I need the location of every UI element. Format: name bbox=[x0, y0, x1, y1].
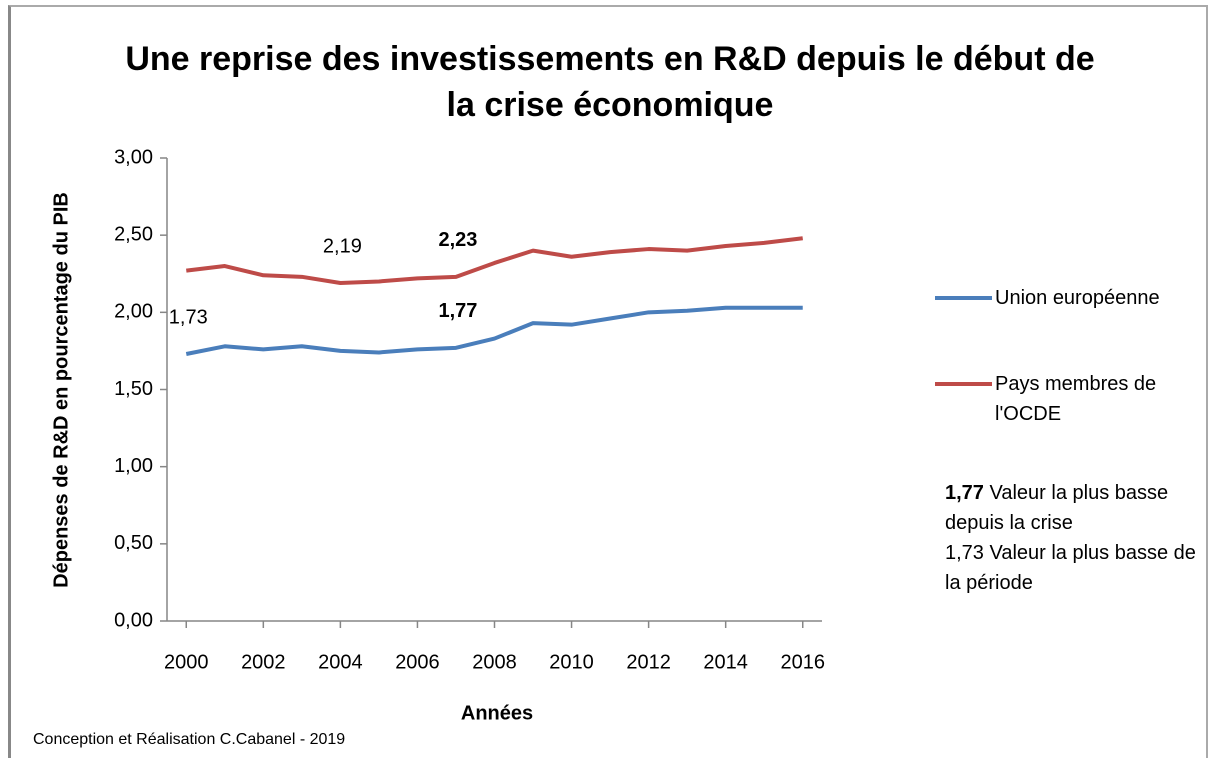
x-axis-label: Années bbox=[461, 702, 533, 724]
x-tick-label: 2006 bbox=[395, 651, 440, 673]
x-tick-label: 2002 bbox=[241, 651, 286, 673]
x-tick-label: 2014 bbox=[703, 651, 748, 673]
frame bbox=[8, 5, 1208, 758]
x-tick-label: 2010 bbox=[549, 651, 594, 673]
x-tick-label: 2016 bbox=[780, 651, 825, 673]
y-tick-label: 1,00 bbox=[114, 455, 153, 477]
series-line bbox=[186, 236, 803, 286]
series-line bbox=[185, 305, 803, 356]
annotation-bold: 1,77 bbox=[945, 482, 984, 504]
x-tick-label: 2008 bbox=[472, 651, 517, 673]
data-label: 2,19 bbox=[323, 235, 362, 257]
annotation-text: 1,73 Valeur la plus basse de la période bbox=[945, 542, 1196, 594]
data-label: 1,73 bbox=[169, 306, 208, 328]
y-tick-label: 1,50 bbox=[114, 378, 153, 400]
data-label: 2,23 bbox=[439, 229, 478, 251]
chart-title: Une reprise des investissements en R&D d… bbox=[125, 40, 1095, 124]
legend-label: Pays membres de l'OCDE bbox=[995, 373, 1157, 425]
y-tick-label: 2,50 bbox=[114, 223, 153, 245]
legend-label: Union européenne bbox=[995, 287, 1160, 309]
y-tick-label: 3,00 bbox=[114, 146, 153, 168]
data-label: 1,77 bbox=[439, 300, 478, 322]
x-tick-label: 2012 bbox=[626, 651, 671, 673]
y-tick-label: 2,00 bbox=[114, 301, 153, 323]
annotation-text: Valeur la plus basse depuis la crise bbox=[945, 482, 1169, 534]
footer: Conception et Réalisation C.Cabanel - 20… bbox=[33, 731, 346, 748]
y-axis-label: Dépenses de R&D en pourcentage du PIB bbox=[50, 192, 72, 588]
y-tick-label: 0,00 bbox=[114, 609, 153, 631]
annotation: 1,73 Valeur la plus basse de la période bbox=[945, 538, 1215, 598]
x-tick-label: 2000 bbox=[164, 651, 209, 673]
annotation: 1,77 Valeur la plus basse depuis la cris… bbox=[945, 478, 1215, 538]
y-tick-label: 0,50 bbox=[114, 532, 153, 554]
x-tick-label: 2004 bbox=[318, 651, 363, 673]
